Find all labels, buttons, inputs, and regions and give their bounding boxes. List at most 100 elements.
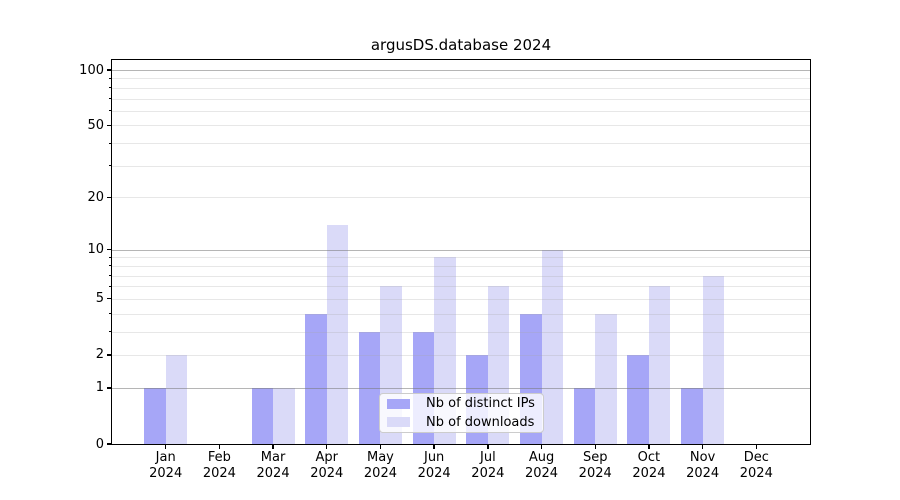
gridline-minor — [112, 313, 810, 315]
x-tick — [540, 444, 543, 449]
x-tick-month: Apr — [315, 450, 339, 465]
gridline-minor — [112, 110, 810, 112]
y-minor-tick — [109, 354, 112, 356]
y-minor-tick — [109, 265, 112, 267]
x-tick — [164, 444, 167, 449]
plot-area — [111, 59, 811, 445]
x-tick-month: Dec — [743, 450, 769, 465]
x-tick-label-may: May 2024 — [348, 450, 412, 482]
x-tick-year: 2024 — [578, 466, 612, 481]
gridline-minor — [112, 165, 810, 167]
x-tick-label-nov: Nov 2024 — [671, 450, 735, 482]
x-tick-month: Feb — [207, 450, 231, 465]
x-tick-year: 2024 — [686, 466, 720, 481]
chart-title: argusDS.database 2024 — [370, 36, 552, 54]
y-tick-label: 50 — [87, 117, 104, 133]
legend-label-downloads: Nb of downloads — [426, 414, 535, 430]
legend-item-downloads: Nb of downloads — [380, 413, 543, 431]
y-tick-label: 10 — [87, 242, 104, 258]
x-tick — [218, 444, 221, 449]
y-minor-tick — [109, 274, 112, 276]
bar-ips-nov — [681, 387, 703, 444]
x-tick — [379, 444, 382, 449]
x-tick — [326, 444, 328, 449]
legend-swatch-distinct-ips — [387, 398, 410, 409]
x-tick-year: 2024 — [363, 466, 397, 481]
x-tick — [648, 444, 650, 449]
x-tick-month: Aug — [528, 450, 555, 465]
x-tick-label-feb: Feb 2024 — [187, 450, 251, 482]
x-tick-year: 2024 — [632, 466, 666, 481]
gridline-major — [112, 70, 810, 71]
bar-downloads-aug — [541, 249, 563, 444]
legend-swatch-downloads — [387, 417, 410, 428]
x-tick-year: 2024 — [202, 466, 236, 481]
x-tick-month: Nov — [689, 450, 716, 465]
y-tick-label: 5 — [95, 291, 104, 307]
bar-ips-oct — [627, 354, 649, 444]
x-tick-month: Oct — [637, 450, 661, 465]
gridline-minor — [112, 355, 810, 356]
y-tick — [107, 248, 112, 251]
x-tick-year: 2024 — [739, 466, 773, 481]
legend-item-distinct-ips: Nb of distinct IPs — [380, 395, 543, 413]
x-tick-label-jan: Jan 2024 — [134, 450, 198, 482]
bar-downloads-oct — [648, 286, 671, 444]
y-minor-tick — [109, 77, 112, 79]
x-tick-month: Sep — [582, 450, 608, 465]
x-tick-month: May — [367, 450, 394, 465]
y-minor-tick — [109, 165, 112, 167]
y-minor-tick — [109, 313, 112, 315]
y-minor-tick — [109, 331, 112, 333]
y-minor-tick — [109, 142, 112, 144]
x-tick-year: 2024 — [524, 466, 559, 481]
bar-ips-mar — [251, 387, 274, 444]
y-minor-tick — [109, 110, 112, 112]
y-minor-tick — [109, 298, 112, 300]
x-tick — [272, 444, 274, 449]
y-tick-label: 2 — [95, 347, 104, 363]
bar-downloads-sep — [595, 313, 617, 444]
gridline-minor — [112, 125, 810, 127]
bar-ips-jan — [144, 387, 166, 444]
y-tick-label: 0 — [95, 436, 104, 452]
gridline-minor — [112, 87, 810, 89]
x-tick-year: 2024 — [471, 466, 505, 481]
gridline-minor — [112, 331, 810, 333]
y-tick-label: 20 — [87, 189, 104, 205]
bar-ips-apr — [305, 313, 327, 444]
gridline-minor — [112, 78, 810, 80]
gridline-minor — [112, 197, 810, 199]
x-tick-year: 2024 — [417, 466, 451, 481]
x-tick-label-mar: Mar 2024 — [241, 450, 305, 482]
gridline-minor — [112, 265, 810, 267]
bar-downloads-apr — [326, 224, 349, 444]
x-tick-year: 2024 — [256, 466, 290, 481]
y-minor-tick — [109, 124, 112, 126]
gridline-minor — [112, 98, 810, 100]
x-tick — [701, 444, 704, 449]
x-tick-label-aug: Aug 2024 — [510, 450, 574, 482]
x-tick-label-dec: Dec 2024 — [724, 450, 788, 482]
x-tick-label-jul: Jul 2024 — [456, 450, 520, 482]
y-tick — [107, 69, 112, 71]
x-tick-year: 2024 — [149, 466, 183, 481]
y-tick — [107, 387, 112, 389]
y-minor-tick — [109, 98, 112, 100]
y-minor-tick — [109, 87, 112, 89]
bar-downloads-nov — [702, 275, 725, 444]
x-tick-month: Jul — [480, 450, 496, 465]
gridline-major — [112, 249, 810, 251]
x-tick-month: Jan — [155, 450, 176, 465]
y-tick — [107, 443, 112, 445]
x-tick-label-oct: Oct 2024 — [617, 450, 681, 482]
legend: Nb of distinct IPs Nb of downloads — [379, 393, 544, 433]
bar-downloads-jan — [165, 354, 188, 444]
legend-label-distinct-ips: Nb of distinct IPs — [426, 396, 535, 412]
x-tick-month: Mar — [260, 450, 286, 465]
gridline-minor — [112, 275, 810, 277]
bar-downloads-mar — [273, 387, 295, 444]
x-tick — [594, 444, 596, 449]
x-tick-label-sep: Sep 2024 — [563, 450, 627, 482]
gridline-minor — [112, 298, 810, 300]
